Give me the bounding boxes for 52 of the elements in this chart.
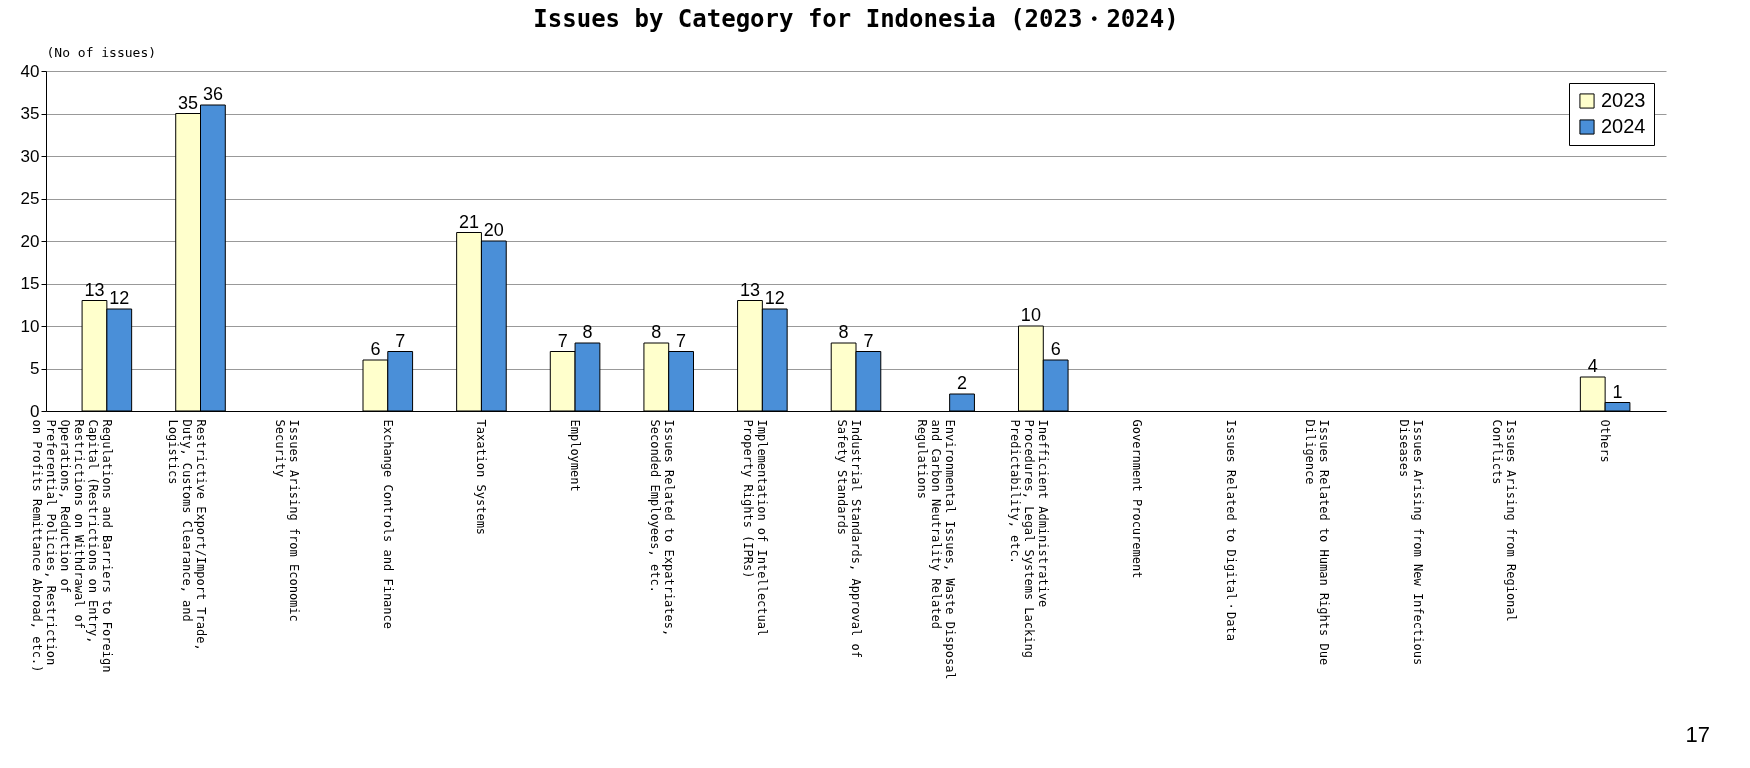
data-label: 20: [483, 220, 504, 240]
data-label: 35: [178, 92, 199, 113]
data-label: 7: [557, 330, 568, 351]
x-tick-label: Regulations and Barriers to Foreign Capital (Restrictions on Entry, Restrictions on Withdrawal of Operations, Reduction of Preferential Policies, Restriction on Profits Remittance Abroad, etc.): [29, 419, 114, 673]
y-tick-label: 30: [20, 146, 40, 166]
data-label: 10: [1020, 305, 1041, 325]
data-label: 13: [84, 279, 105, 300]
x-tick-label: Industrial Standards, Approval of Safety Standards: [835, 419, 863, 658]
x-tick-label: Implementation of Intellectual Property Rights (IPRs): [741, 419, 770, 637]
chart-title: Issues by Category for Indonesia (2023・2024): [533, 5, 1179, 33]
y-tick-label: 40: [20, 61, 40, 81]
data-label: 8: [582, 322, 593, 342]
legend-label: 2023: [1601, 89, 1646, 111]
y-tick-label: 15: [20, 274, 40, 293]
y-tick-label: 10: [20, 316, 40, 336]
y-tick-label: 20: [20, 231, 40, 251]
data-label: 21: [459, 211, 480, 232]
x-tick-label: Issues Arising from Regional Conflicts: [1490, 419, 1519, 622]
data-label: 13: [739, 279, 760, 300]
x-tick-label: Employment: [568, 419, 583, 492]
data-label: 7: [395, 330, 406, 351]
x-tick-label: Issues Arising from New Infectious Diseases: [1396, 419, 1425, 666]
data-label: 2: [957, 373, 968, 393]
y-axis-title: (No of issues): [46, 44, 157, 60]
data-label: 12: [764, 288, 785, 308]
y-tick-label: 0: [30, 401, 40, 421]
data-label: 7: [676, 330, 687, 351]
x-tick-label: Inefficient Administrative Procedures, Legal Systems Lacking Predictability, etc.: [1008, 419, 1051, 658]
data-label: 7: [863, 330, 874, 351]
y-tick-label: 35: [20, 104, 40, 123]
y-tick-label: 5: [30, 359, 40, 378]
y-tick-label: 25: [20, 189, 40, 208]
x-tick-label: Issues Related to Expatriates, Seconded Employees, etc.: [647, 419, 676, 637]
data-label: 8: [838, 322, 849, 342]
x-tick-label: Issues Arising from Economic Security: [273, 419, 302, 622]
x-tick-label: Issues Related to Digital・Data: [1223, 419, 1238, 642]
data-label: 1: [1612, 381, 1623, 402]
x-tick-label: Government Procurement: [1129, 419, 1144, 579]
data-label: 4: [1587, 356, 1598, 376]
data-label: 36: [202, 84, 223, 104]
legend-label: 2024: [1601, 115, 1646, 137]
data-label: 6: [370, 339, 381, 359]
x-tick-label: Exchange Controls and Finance: [380, 419, 395, 630]
x-tick-label: Others: [1598, 419, 1613, 463]
data-label: 6: [1050, 339, 1061, 359]
x-tick-label: Environmental Issues, Waste Disposal and Carbon Neutrality Related Regulations: [914, 419, 957, 680]
x-tick-label: Issues Related to Human Rights Due Diligence: [1303, 419, 1332, 666]
text: 17: [1685, 722, 1710, 748]
data-label: 8: [651, 322, 662, 342]
x-tick-label: Taxation Systems: [474, 419, 489, 536]
data-label: 12: [109, 288, 130, 308]
x-tick-label: Restrictive Export/Import Trade, Duty, Customs Clearance, and Logistics: [165, 419, 208, 651]
